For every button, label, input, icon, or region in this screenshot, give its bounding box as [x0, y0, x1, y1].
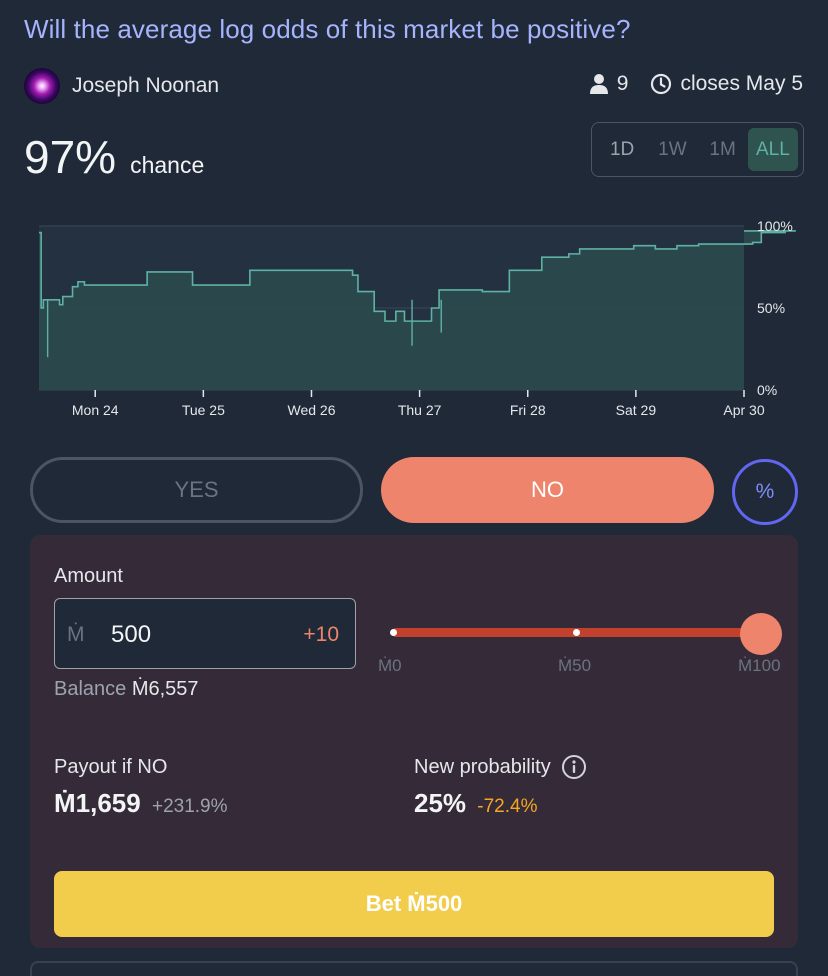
- chart-x-tick-label: Sat 29: [616, 402, 657, 418]
- market-title[interactable]: Will the average log odds of this market…: [24, 14, 631, 44]
- slider-dot-50: [573, 629, 580, 636]
- new-probability: 25% -72.4%: [414, 788, 537, 819]
- amount-value[interactable]: 500: [111, 621, 152, 648]
- currency-symbol: Ṁ: [67, 623, 85, 646]
- no-button[interactable]: NO: [381, 457, 714, 523]
- yes-button[interactable]: YES: [30, 457, 363, 523]
- traders-count[interactable]: 9: [589, 72, 629, 96]
- chart-y-tick-label: 50%: [757, 300, 785, 316]
- payout: Ṁ1,659 +231.9%: [54, 788, 228, 819]
- probability-display: 97% chance: [24, 130, 204, 184]
- range-tab-1w[interactable]: 1W: [658, 139, 687, 160]
- chart-area-fill: [39, 230, 796, 390]
- percent-toggle-button[interactable]: %: [732, 459, 798, 525]
- chart-x-tick-label: Mon 24: [72, 402, 119, 418]
- new-probability-change: -72.4%: [477, 796, 538, 817]
- slider-handle[interactable]: [740, 613, 782, 655]
- payout-label: Payout if NO: [54, 756, 168, 778]
- close-date[interactable]: closes May 5: [650, 72, 803, 96]
- chart-y-tick-label: 100%: [757, 218, 793, 234]
- slider-track[interactable]: [392, 628, 768, 637]
- probability-label: chance: [130, 152, 205, 178]
- traders-value: 9: [616, 72, 629, 95]
- slider-dot-0: [390, 629, 397, 636]
- balance-value: Ṁ6,557: [131, 678, 199, 700]
- increment-button[interactable]: +10: [303, 623, 339, 646]
- chart-x-tick-label: Wed 26: [287, 402, 335, 418]
- payout-change: +231.9%: [151, 796, 228, 817]
- bet-panel: Amount Ṁ 500 +10 Ṁ0 Ṁ50 Ṁ100 Balance Ṁ6,…: [30, 535, 798, 948]
- probability-chart[interactable]: Mon 24 Tue 25 Wed 26 Thu 27 Fri 28 Sat 29 Apr …: [0, 210, 828, 425]
- author-row[interactable]: Joseph Noonan: [24, 68, 219, 104]
- new-probability-value: 25%: [414, 788, 467, 818]
- chart-x-tick-label: Apr 30: [723, 402, 764, 418]
- avatar[interactable]: [24, 68, 60, 104]
- payout-value: Ṁ1,659: [54, 788, 141, 818]
- user-icon: [589, 74, 608, 94]
- market-meta: 9 closes May 5: [589, 72, 803, 96]
- new-probability-label: New probability: [414, 754, 587, 780]
- balance: Balance Ṁ6,557: [54, 678, 199, 701]
- probability-value: 97%: [24, 131, 117, 183]
- new-probability-label-text: New probability: [414, 755, 551, 778]
- info-icon[interactable]: [561, 754, 587, 780]
- amount-label: Amount: [54, 565, 123, 587]
- slider-tick-50: Ṁ50: [558, 656, 592, 675]
- balance-label: Balance: [54, 678, 127, 700]
- amount-slider[interactable]: Ṁ0 Ṁ50 Ṁ100: [378, 613, 795, 675]
- clock-icon: [651, 73, 672, 95]
- chart-series-line: [39, 230, 796, 322]
- range-tab-1m[interactable]: 1M: [709, 139, 736, 160]
- chart-y-tick-label: 0%: [757, 382, 777, 398]
- place-bet-button[interactable]: Bet Ṁ500: [54, 871, 774, 937]
- amount-input[interactable]: Ṁ 500 +10: [54, 598, 356, 669]
- close-date-text: closes May 5: [680, 72, 803, 95]
- author-name[interactable]: Joseph Noonan: [72, 74, 220, 97]
- chart-x-tick-label: Thu 27: [398, 402, 442, 418]
- range-tab-1d[interactable]: 1D: [609, 139, 635, 160]
- time-range-tabs: 1D 1W 1M ALL: [591, 122, 804, 177]
- next-section-card: [30, 961, 798, 976]
- chart-x-tick-label: Tue 25: [182, 402, 225, 418]
- slider-tick-0: Ṁ0: [378, 656, 402, 675]
- chart-x-tick-label: Fri 28: [510, 402, 546, 418]
- slider-tick-100: Ṁ100: [738, 656, 781, 675]
- range-tab-all[interactable]: ALL: [747, 128, 798, 171]
